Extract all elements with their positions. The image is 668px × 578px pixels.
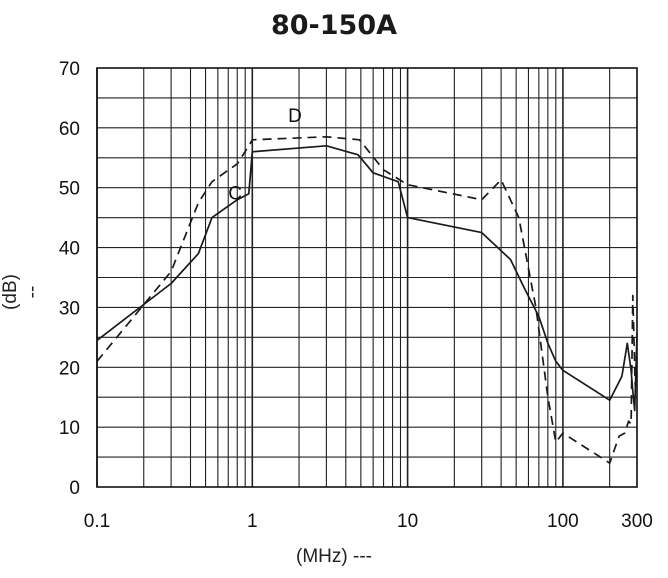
tick-labels: 0.1 1 10 100 300 0 10 20 30 40 50 60 70 xyxy=(59,59,653,532)
series-lines xyxy=(96,135,638,464)
x-tick-label: 300 xyxy=(621,511,653,532)
plot-frame xyxy=(96,67,638,488)
x-tick-label: 10 xyxy=(397,511,418,532)
x-tick-label: 0.1 xyxy=(84,511,110,532)
y-tick-label: 60 xyxy=(59,119,80,140)
y-axis-label: (dB) -- xyxy=(0,274,43,310)
y-tick-label: 10 xyxy=(59,418,80,439)
x-axis-label: (MHz) --- xyxy=(296,546,372,567)
series-line-c xyxy=(96,144,638,412)
y-tick-label: 70 xyxy=(59,59,80,80)
x-tick-label: 1 xyxy=(247,511,258,532)
grid-lines xyxy=(96,67,638,488)
x-tick-label: 100 xyxy=(547,511,579,532)
y-tick-label: 30 xyxy=(59,298,80,319)
y-tick-label: 0 xyxy=(69,478,80,499)
series-label-c: C xyxy=(228,184,242,205)
chart-title: 80-150A xyxy=(270,10,398,41)
series-line-d xyxy=(96,135,637,464)
y-tick-label: 20 xyxy=(59,358,80,379)
y-tick-label: 40 xyxy=(59,239,80,260)
series-labels: CD xyxy=(228,106,302,205)
series-label-d: D xyxy=(288,106,302,127)
y-tick-label: 50 xyxy=(59,179,80,200)
